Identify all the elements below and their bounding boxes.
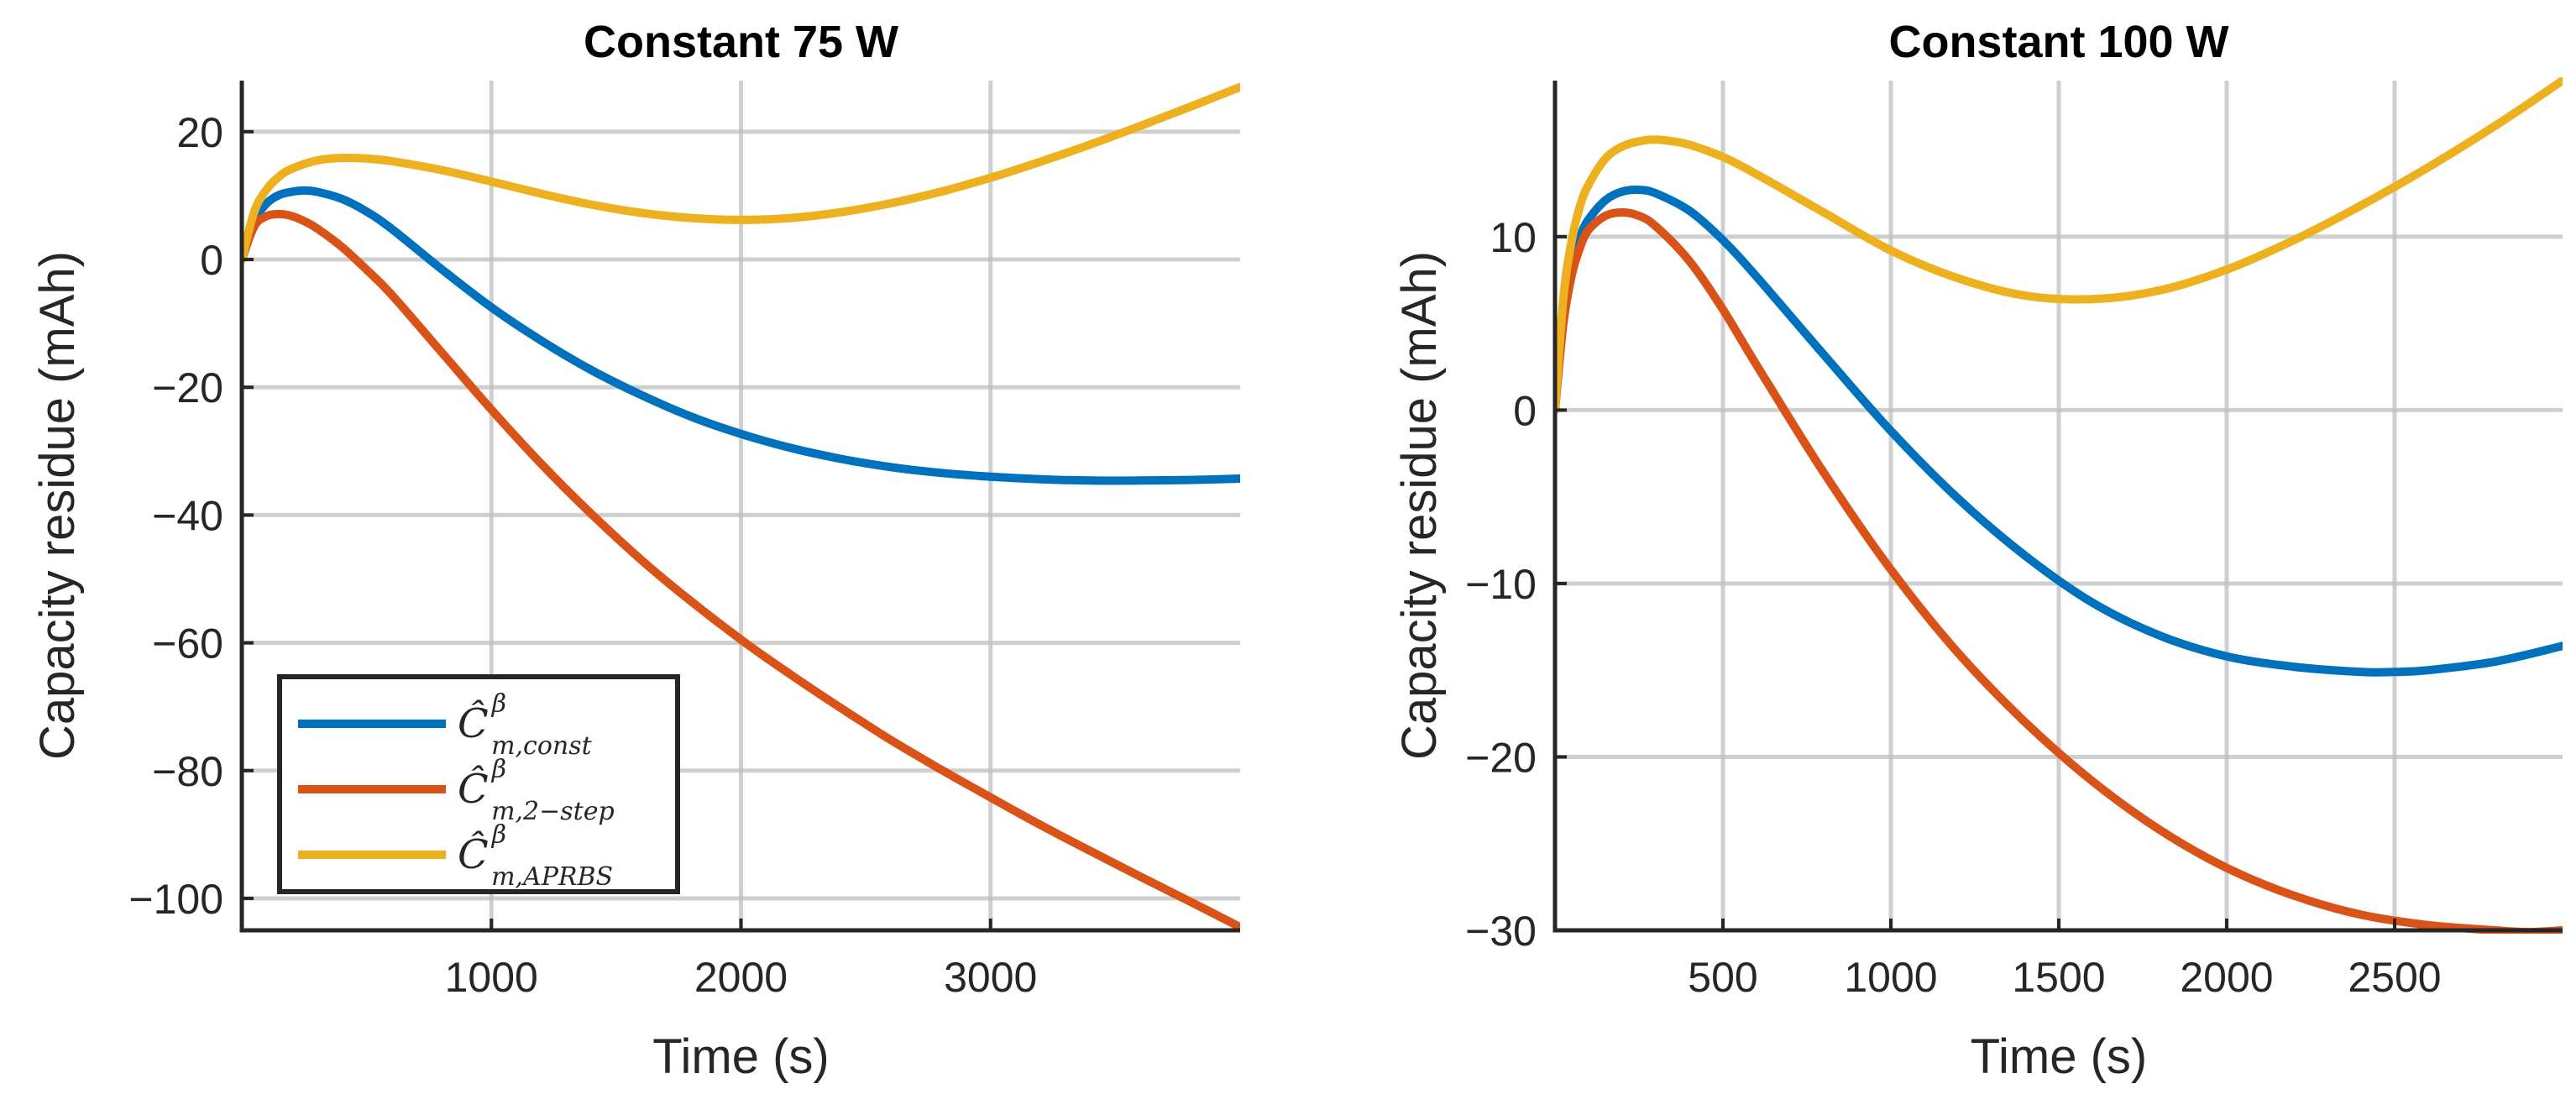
legend-symbol: Ĉ: [458, 699, 489, 747]
y-axis-label: Capacity residue (mAh): [30, 251, 85, 760]
y-tick-label: −80: [152, 748, 223, 795]
x-tick-label: 3000: [944, 954, 1037, 1001]
y-tick-label: 0: [1513, 387, 1537, 434]
series-line-const: [242, 186, 1240, 485]
y-tick-label: 0: [200, 237, 223, 284]
y-tick-label: 20: [176, 109, 223, 156]
legend-superscript: β: [491, 689, 506, 719]
y-tick-label: −100: [128, 876, 223, 923]
y-tick-label: −20: [1465, 734, 1537, 781]
y-tick-label: −20: [152, 364, 223, 411]
x-tick-label: 1500: [2012, 954, 2105, 1001]
y-tick-label: 10: [1490, 214, 1537, 261]
x-tick-label: 2500: [2348, 954, 2441, 1001]
x-tick-label: 500: [1688, 954, 1757, 1001]
y-tick-label: −40: [152, 492, 223, 539]
series-line-APRBS: [242, 82, 1240, 264]
x-tick-label: 1000: [1844, 954, 1937, 1001]
legend-box: [277, 674, 680, 894]
series-line-2-step: [242, 209, 1240, 932]
legend-symbol: Ĉ: [458, 764, 489, 813]
x-tick-label: 2000: [2180, 954, 2273, 1001]
series-line-const: [1555, 186, 2563, 677]
series-group: [242, 82, 1240, 932]
y-tick-label: −30: [1465, 908, 1537, 955]
y-axis-label: Capacity residue (mAh): [1392, 251, 1447, 760]
chart-title: Constant 100 W: [1888, 17, 2228, 67]
series-group: [1555, 77, 2563, 934]
y-tick-label: −10: [1465, 561, 1537, 608]
series-line-APRBS: [1555, 77, 2563, 415]
x-tick-label: 1000: [445, 954, 538, 1001]
legend-subscript: m,APRBS: [491, 862, 613, 892]
x-axis-label: Time (s): [1971, 1029, 2147, 1084]
series-line-2-step: [1555, 208, 2563, 934]
x-axis-label: Time (s): [652, 1029, 829, 1084]
legend-symbol: Ĉ: [458, 830, 489, 878]
legend-subscript: m,const: [491, 731, 593, 761]
chart-title: Constant 75 W: [584, 17, 898, 67]
chart-panel-1: 1000 2000 3000 −100 −80 −60 −40 −20 0 20 Constant …: [30, 17, 1240, 1084]
chart-panel-2: 500 1000 1500 2000 2500 −30 −20 −10 0 10 Constant …: [1392, 17, 2563, 1084]
legend-superscript: β: [491, 820, 506, 850]
legend-subscript: m,2−step: [491, 797, 615, 826]
legend-superscript: β: [491, 755, 506, 784]
x-tick-label: 2000: [694, 954, 788, 1001]
y-tick-label: −60: [152, 620, 223, 668]
